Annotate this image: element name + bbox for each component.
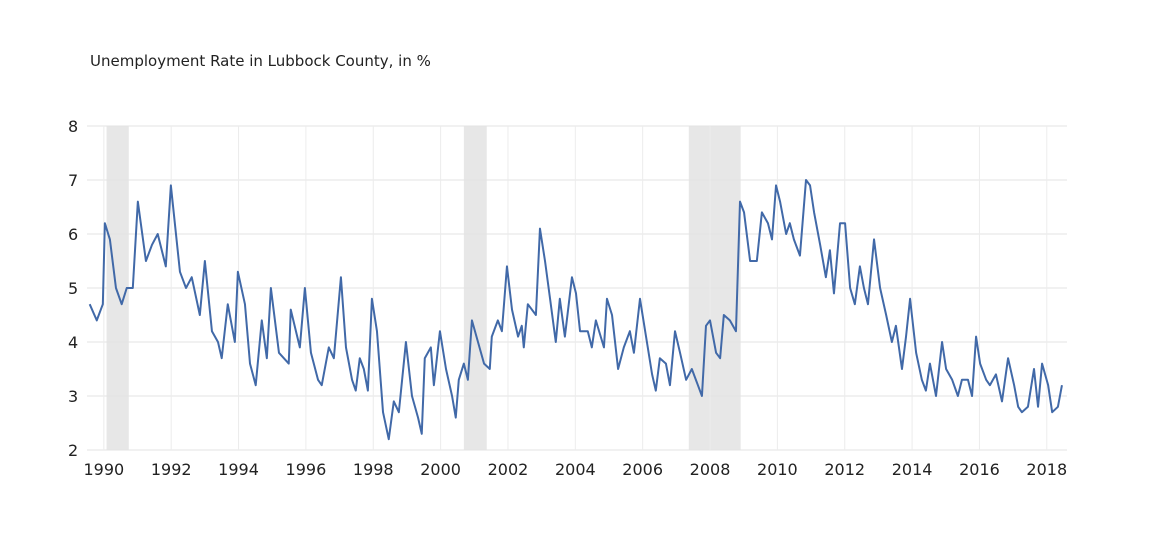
chart-title: Unemployment Rate in Lubbock County, in … <box>90 52 431 70</box>
y-tick-label: 5 <box>68 279 78 298</box>
x-tick-label: 1996 <box>286 460 327 479</box>
x-tick-label: 2012 <box>824 460 865 479</box>
y-tick-label: 3 <box>68 387 78 406</box>
x-tick-label: 1990 <box>83 460 124 479</box>
x-tick-label: 2016 <box>959 460 1000 479</box>
x-tick-label: 2008 <box>690 460 731 479</box>
data-line <box>88 179 1063 441</box>
y-tick-label: 7 <box>68 171 78 190</box>
x-tick-label: 2018 <box>1026 460 1067 479</box>
x-tick-label: 1992 <box>151 460 192 479</box>
x-tick-label: 2004 <box>555 460 596 479</box>
x-tick-label: 2014 <box>892 460 933 479</box>
y-tick-label: 6 <box>68 225 78 244</box>
y-tick-label: 2 <box>68 441 78 460</box>
y-tick-label: 4 <box>68 333 78 352</box>
x-tick-label: 1998 <box>353 460 394 479</box>
x-tick-label: 2000 <box>420 460 461 479</box>
y-tick-label: 8 <box>68 117 78 136</box>
x-tick-label: 2006 <box>622 460 663 479</box>
x-tick-label: 2010 <box>757 460 798 479</box>
x-tick-label: 2002 <box>488 460 529 479</box>
x-tick-label: 1994 <box>218 460 259 479</box>
